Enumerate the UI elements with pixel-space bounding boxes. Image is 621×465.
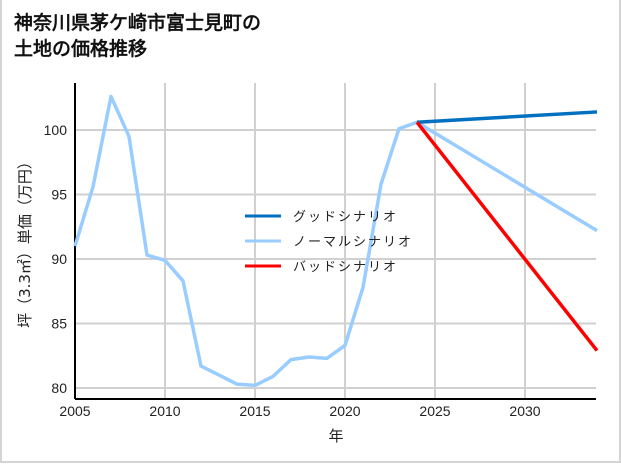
x-tick-label: 2010 (149, 403, 180, 419)
series-line (416, 110, 598, 125)
y-tick-label: 85 (51, 316, 67, 332)
title-line-2: 土地の価格推移 (14, 38, 148, 60)
legend-label: バッドシナリオ (293, 260, 398, 275)
x-tick-label: 2030 (509, 403, 540, 419)
x-tick-label: 2015 (239, 403, 270, 419)
y-tick-label: 95 (51, 187, 67, 203)
chart-title: 神奈川県茅ケ崎市富士見町の 土地の価格推移 (14, 10, 261, 62)
legend-label: ノーマルシナリオ (293, 235, 413, 250)
x-tick-label: 2020 (329, 403, 360, 419)
y-axis-label: 坪（3.3㎡）単価（万円） (16, 154, 34, 328)
title-line-1: 神奈川県茅ケ崎市富士見町の (14, 12, 262, 34)
series-line (73, 94, 598, 388)
x-tick-label: 2005 (59, 403, 90, 419)
legend-label: グッドシナリオ (293, 210, 398, 225)
y-tick-label: 80 (51, 380, 67, 396)
x-axis-label: 年 (328, 427, 343, 445)
y-tick-label: 90 (51, 251, 67, 267)
series-line (415, 121, 599, 352)
y-tick-label: 100 (44, 122, 68, 138)
x-tick-label: 2025 (419, 403, 450, 419)
